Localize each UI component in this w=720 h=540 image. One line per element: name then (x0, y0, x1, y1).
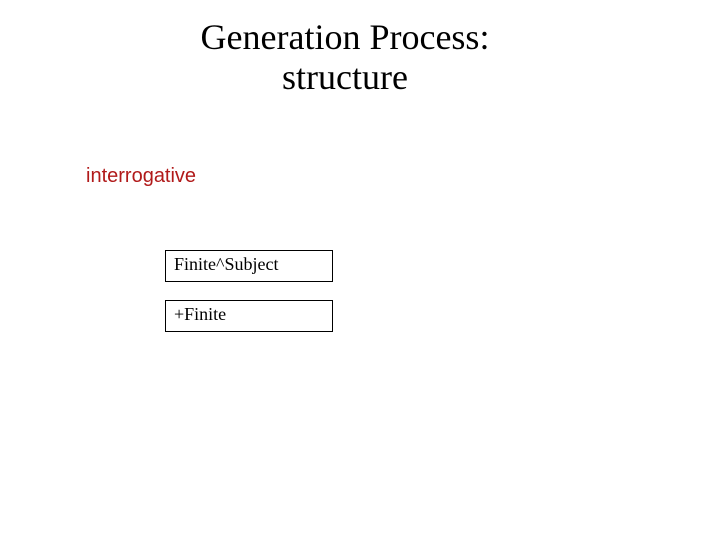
finite-subject-box: Finite^Subject (165, 250, 333, 282)
plus-finite-box: +Finite (165, 300, 333, 332)
finite-subject-text: Finite^Subject (174, 254, 278, 274)
interrogative-label: interrogative (86, 165, 196, 188)
interrogative-text: interrogative (86, 165, 196, 187)
slide-title: Generation Process: structure (130, 18, 560, 97)
title-line-2: structure (282, 57, 408, 97)
slide: Generation Process: structure interrogat… (0, 0, 720, 540)
plus-finite-text: +Finite (174, 304, 226, 324)
title-line-1: Generation Process: (201, 17, 490, 57)
